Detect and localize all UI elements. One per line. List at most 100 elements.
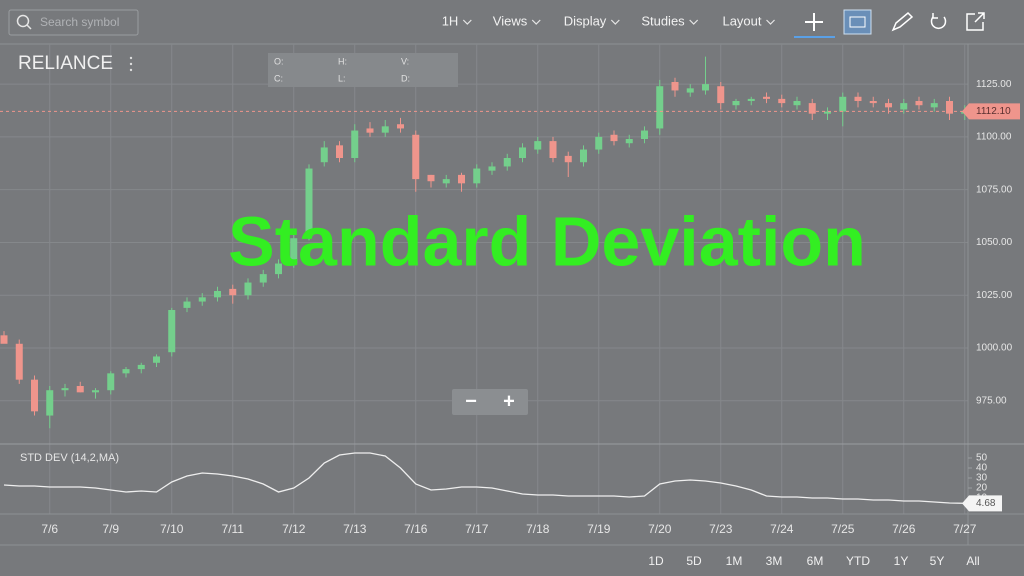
menu-chevron[interactable]: [462, 19, 472, 25]
candle-body: [946, 101, 953, 114]
range-button[interactable]: 1Y: [894, 554, 909, 568]
search-icon: [16, 14, 30, 28]
y-tick-label: 1125.00: [976, 79, 1012, 90]
indicator-title: STD DEV (14,2,MA): [20, 452, 119, 464]
x-tick-label: 7/26: [892, 522, 916, 536]
candle-body: [717, 86, 725, 104]
zoom-out[interactable]: −: [465, 390, 477, 412]
symbol-menu[interactable]: [129, 56, 133, 72]
y-tick-label: 50: [976, 453, 988, 464]
candle-body: [244, 282, 252, 296]
candle-body: [290, 238, 298, 264]
ohlc-label: C:: [274, 73, 283, 83]
ohlc-label: O:: [274, 56, 284, 66]
plot: [0, 56, 969, 504]
candle-body: [46, 390, 54, 416]
menu-item[interactable]: Display: [564, 13, 607, 28]
reset-icon[interactable]: [930, 16, 947, 30]
candle-body: [76, 386, 84, 393]
menu-chevron[interactable]: [531, 19, 541, 25]
range-button[interactable]: YTD: [846, 554, 870, 568]
candle-body: [854, 96, 862, 101]
menu-item[interactable]: 1H: [442, 13, 459, 28]
candle-body: [915, 101, 923, 106]
x-tick-label: 7/19: [587, 522, 611, 536]
candle-body: [702, 84, 709, 91]
candle-body: [275, 263, 282, 275]
candle-body: [869, 101, 877, 104]
x-tick-label: 7/23: [709, 522, 733, 536]
y-tick-label: 1100.00: [976, 132, 1012, 143]
candle-body: [488, 166, 496, 171]
candle-body: [641, 130, 648, 139]
zoom-box: [452, 389, 528, 415]
candle-body: [31, 379, 38, 412]
keyboard-icon[interactable]: [843, 9, 872, 35]
y-tick-label: 1000.00: [976, 343, 1013, 354]
ohlc-label: V:: [401, 56, 409, 66]
candle-body: [412, 134, 420, 180]
candle-body: [473, 168, 481, 184]
menu-chevron[interactable]: [766, 19, 775, 25]
menu-chevron[interactable]: [610, 19, 620, 25]
candle-body: [183, 301, 191, 308]
x-tick-label: 7/20: [648, 522, 672, 536]
keyboard-icon: [849, 16, 866, 28]
range-button[interactable]: 5D: [686, 554, 702, 568]
zoom-controls: − +: [452, 389, 528, 415]
dot: [129, 56, 133, 60]
zoom-in[interactable]: +: [503, 390, 515, 412]
std-dev-line: [3, 452, 965, 504]
y-tick-label: 975.00: [976, 395, 1007, 406]
candle-body: [656, 86, 664, 129]
candle-body: [122, 369, 130, 374]
y-tick-label: 1050.00: [976, 237, 1013, 248]
ohlc-label: H:: [338, 56, 347, 66]
ohlc-label: L:: [338, 73, 346, 83]
menu-item[interactable]: Studies: [641, 13, 685, 28]
last-price-label: 1112.10: [976, 106, 1011, 117]
candle-body: [595, 136, 603, 150]
range-button[interactable]: All: [966, 554, 979, 568]
menu-bar: 1H Views Display Studies Layout: [442, 13, 775, 28]
x-tick-label: 7/27: [953, 522, 977, 536]
candle-body: [885, 103, 892, 108]
y-tick-label: 20: [976, 483, 988, 494]
candle-body: [61, 388, 69, 391]
candle-body: [900, 103, 908, 110]
range-button[interactable]: 5Y: [930, 554, 945, 568]
candle-body: [15, 343, 23, 380]
candle-body: [137, 364, 145, 370]
axes: 975.00 1000.00 1025.00 1050.00 1075.00 1100.0…: [41, 79, 1020, 536]
x-tick-label: 7/17: [465, 522, 489, 536]
candle-body: [503, 158, 511, 167]
menu-item[interactable]: Views: [493, 13, 528, 28]
menu-chevron[interactable]: [689, 19, 699, 25]
candle-body: [839, 96, 847, 112]
search-field[interactable]: [8, 9, 139, 36]
range-button[interactable]: 3M: [766, 554, 783, 568]
candle-body: [168, 310, 176, 353]
range-button[interactable]: 1D: [648, 554, 664, 568]
candle-body: [564, 155, 572, 163]
range-button[interactable]: 6M: [807, 554, 824, 568]
candle-body: [778, 98, 786, 104]
dot: [129, 68, 133, 72]
x-tick-label: 7/12: [282, 522, 306, 536]
candle-body: [686, 88, 694, 93]
range-button[interactable]: 1M: [726, 554, 743, 568]
candle-body: [625, 139, 633, 144]
popout-icon[interactable]: [966, 12, 985, 31]
search-placeholder[interactable]: Search symbol: [40, 15, 119, 29]
toolbar-icons: [794, 9, 985, 38]
candle-body: [92, 390, 99, 393]
ohlc-label: D:: [401, 73, 410, 83]
search-box[interactable]: Search symbol: [8, 9, 139, 36]
draw-icon[interactable]: [891, 11, 914, 32]
search-icon: [26, 24, 32, 30]
symbol: RELIANCE: [18, 53, 113, 74]
candle-body: [107, 373, 115, 391]
menu-item[interactable]: Layout: [722, 13, 761, 28]
x-tick-label: 7/10: [160, 522, 184, 536]
candle-body: [747, 98, 755, 101]
